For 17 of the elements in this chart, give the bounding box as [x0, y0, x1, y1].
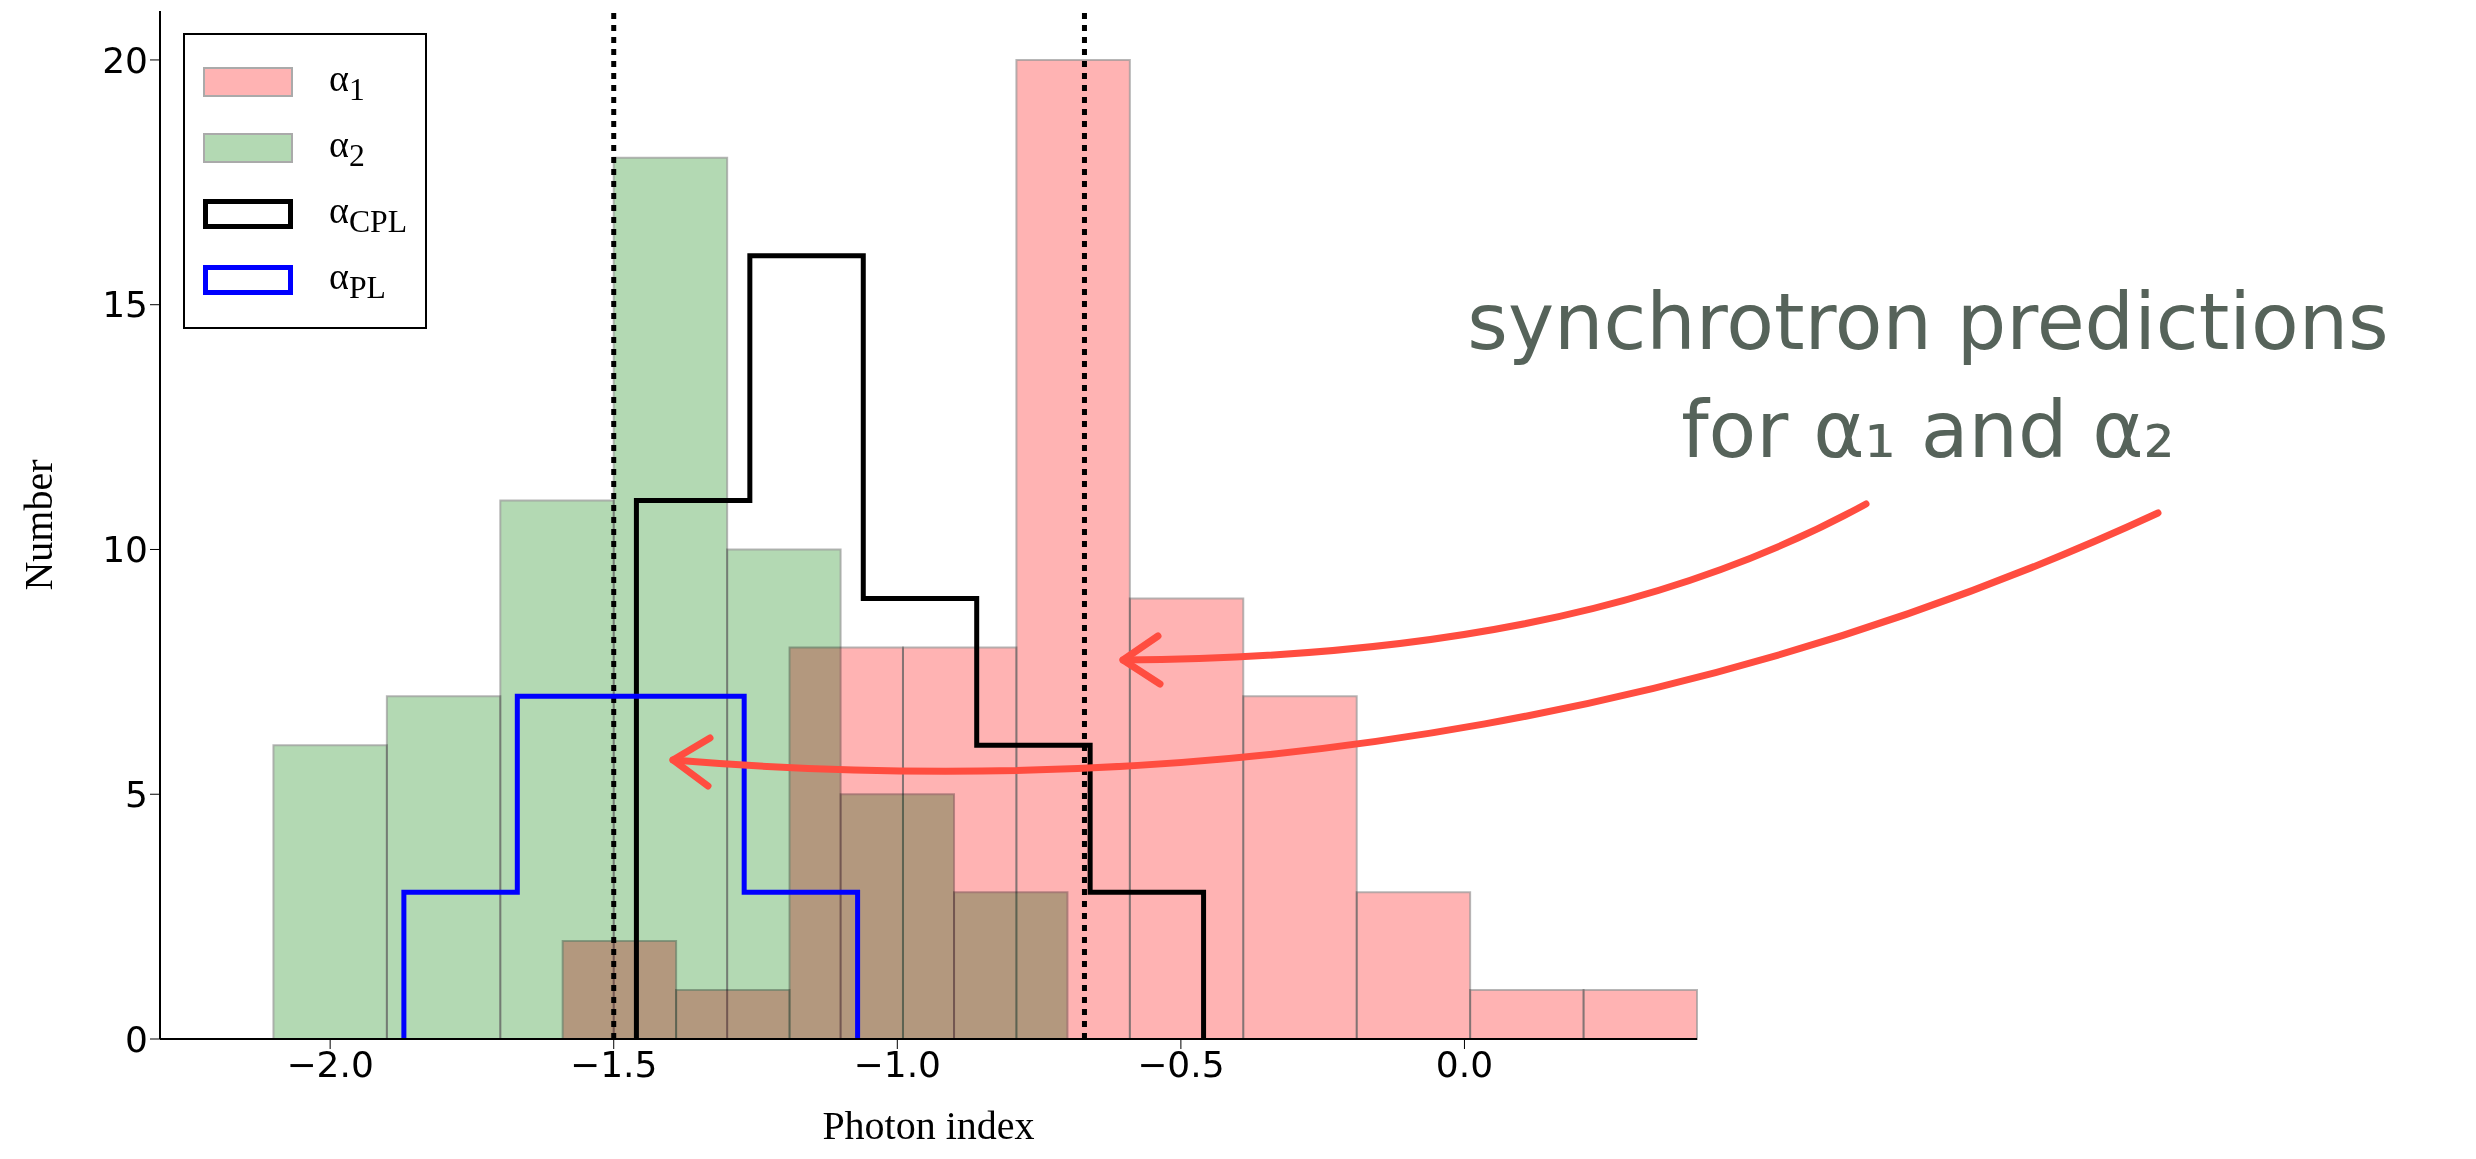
legend-label: α$_{PL}$	[329, 254, 386, 306]
y-tick-label: 10	[102, 529, 148, 571]
x-tick-label: −0.5	[1137, 1043, 1225, 1085]
x-tick-label: −1.5	[570, 1043, 658, 1085]
y-tick-label: 20	[102, 39, 148, 81]
legend-label: α$_{2}$	[329, 122, 365, 174]
x-tick-label: −2.0	[286, 1043, 374, 1085]
y-axis-title: Number	[16, 459, 62, 591]
annotation: synchrotron predictions for α₁ and α₂	[1466, 276, 2390, 477]
x-axis-title: Photon index	[822, 1103, 1035, 1148]
legend-label: α$_{1}$	[329, 56, 365, 108]
y-tick-label: 0	[125, 1018, 148, 1060]
x-tick-label: 0.0	[1435, 1043, 1494, 1085]
legend-label: α$_{CPL}$	[329, 188, 407, 240]
y-tick-label: 5	[125, 774, 148, 816]
x-tick-label: −1.0	[853, 1043, 942, 1085]
y-tick-label: 15	[102, 284, 148, 326]
